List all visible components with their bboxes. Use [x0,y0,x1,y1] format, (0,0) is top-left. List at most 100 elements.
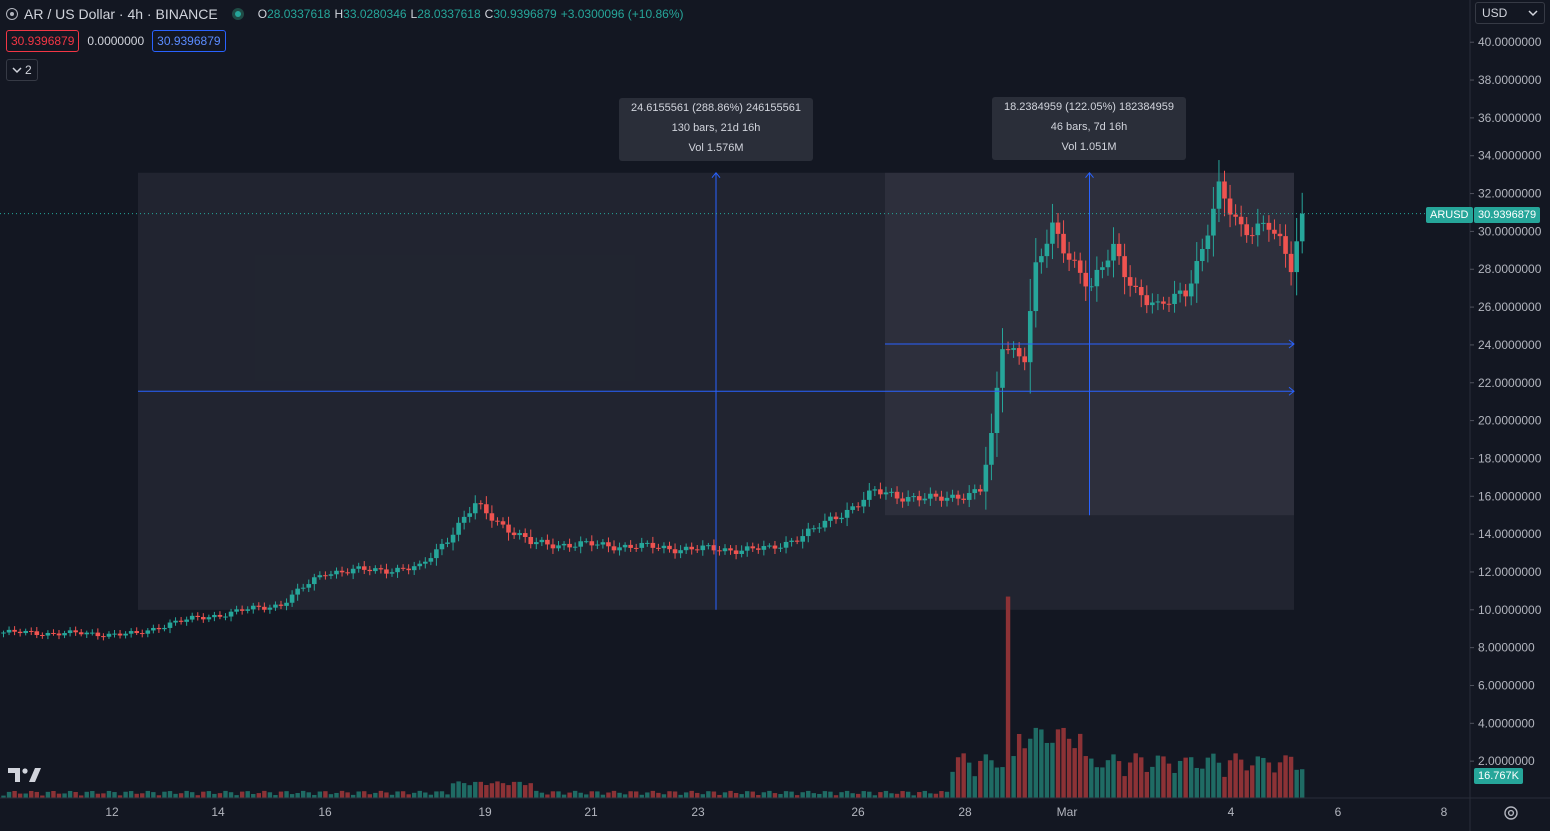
volume-bar [561,794,567,798]
volume-bar [944,791,950,798]
price-tick-label: 8.0000000 [1478,641,1535,655]
candle-body [639,542,645,548]
volume-bar [722,792,728,798]
candle-body [106,633,112,637]
symbol-title[interactable]: AR / US Dollar · 4h · BINANCE [24,6,218,22]
candle-body [1100,267,1105,270]
volume-bar [434,791,439,798]
volume-bar [739,794,744,798]
volume-bar [894,793,900,798]
volume-bar [1039,729,1044,798]
candle-body [478,503,484,505]
candle-body [450,534,456,543]
volume-bar [523,785,528,798]
candle-body [356,566,361,569]
buy-price-button[interactable]: 30.9396879 [152,30,226,52]
volume-bar [728,790,733,798]
volume-bar [528,783,533,798]
symbol-circle-icon[interactable] [6,8,18,20]
volume-bar [617,792,622,798]
candle-body [51,632,56,634]
volume-bar [1094,767,1100,798]
volume-bar [339,790,345,798]
volume-bar [106,790,112,798]
volume-bar [645,792,650,798]
volume-bar [711,791,717,798]
volume-bar [1072,748,1077,798]
candle-body [234,609,239,612]
volume-bar [45,791,51,798]
volume-bar [1189,757,1194,798]
price-tick-label: 38.0000000 [1478,73,1542,87]
volume-bar [234,795,239,798]
volume-bar [128,791,134,798]
volume-bar [861,791,866,798]
candle-body [1299,213,1305,242]
volume-bar [140,793,145,798]
candle-body [262,606,267,610]
candle-body [739,550,744,554]
volume-bar [611,790,617,798]
candle-body [805,528,811,537]
candle-body [323,575,328,577]
low-label: L [410,7,418,21]
candle-body [1261,222,1266,224]
candle-body [1194,261,1200,284]
candle-body [56,633,62,636]
volume-bar [578,792,583,798]
volume-bar [1116,761,1122,798]
tradingview-logo-icon[interactable] [8,766,42,786]
candle-body [73,630,78,633]
volume-bar [323,791,328,798]
candle-body [833,516,839,520]
indicators-collapse-button[interactable]: 2 [6,59,38,81]
candle-body [361,566,367,570]
volume-bar [639,794,644,798]
volume-bar [978,760,983,798]
measure-arrow-up [1085,171,1094,179]
volume-bar [750,791,755,798]
candle-body [672,549,678,554]
volume-bar [1005,596,1011,798]
change-value: +3.0300096 (+10.86%) [560,7,684,21]
volume-bar [1122,776,1127,798]
candle-body [134,631,139,634]
quote-boxes: 30.9396879 0.0000000 30.9396879 [6,30,226,52]
volume-bar [1061,727,1066,798]
sell-price-button[interactable]: 30.9396879 [6,30,80,52]
candle-body [817,527,822,529]
settings-gear-icon[interactable] [1502,804,1520,822]
candle-body [184,619,189,622]
currency-label: USD [1482,6,1508,20]
volume-bar [34,791,39,798]
volume-bar [939,791,944,798]
volume-bar [217,793,223,798]
volume-bar [239,791,245,798]
volume-bar [178,793,184,798]
volume-bar [1050,742,1055,798]
volume-bar [1211,753,1216,798]
candle-body [345,572,350,574]
volume-bar [689,790,694,798]
candle-body [306,584,312,588]
time-tick-label: 12 [105,805,119,819]
volume-bar [262,790,267,798]
candle-body [600,542,606,545]
currency-select[interactable]: USD [1475,2,1545,24]
candle-body [611,546,617,551]
volume-bar [872,795,878,798]
candle-body [273,604,278,608]
candle-body [434,549,439,559]
candle-body [683,546,689,551]
volume-bar [778,794,783,798]
volume-bar [922,790,927,798]
volume-bar [478,781,483,798]
candle-body [90,632,95,634]
volume-bars [1,596,1305,798]
candle-body [1216,181,1222,209]
volume-bar [1133,753,1138,798]
candle-body [1027,311,1033,363]
measure-1-bars: 130 bars, 21d 16h [671,122,761,134]
candle-body [1,632,6,634]
